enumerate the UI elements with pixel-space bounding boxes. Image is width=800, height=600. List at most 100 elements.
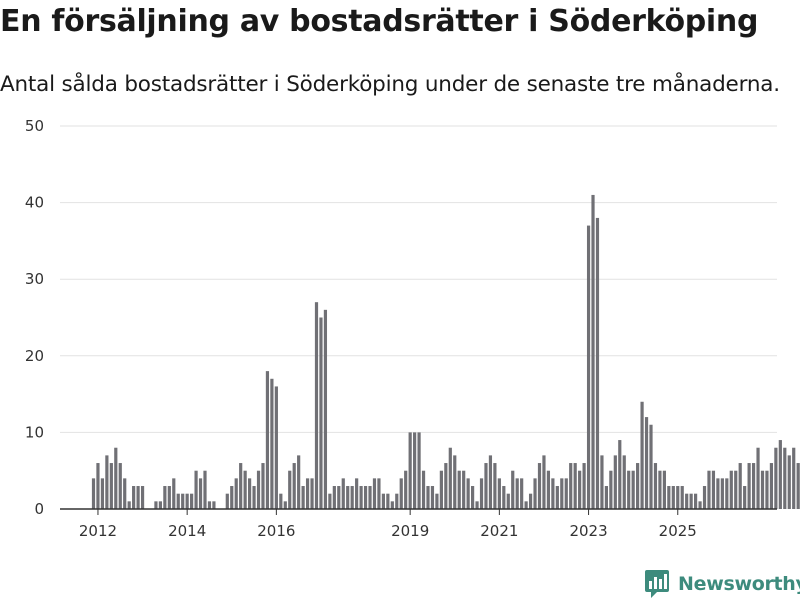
bar — [100, 478, 105, 509]
bar — [305, 478, 310, 509]
bar — [395, 493, 399, 509]
bar — [551, 478, 555, 509]
bar — [390, 501, 394, 509]
bar — [359, 486, 363, 509]
bar — [127, 501, 131, 509]
bar — [783, 447, 787, 509]
bar — [453, 455, 457, 509]
bar — [671, 486, 675, 509]
bar — [622, 455, 626, 509]
bar — [524, 501, 528, 509]
y-tick-label: 10 — [25, 423, 44, 441]
bar — [694, 493, 698, 509]
bar — [198, 478, 203, 509]
bar — [765, 470, 769, 509]
bar — [332, 486, 336, 509]
bar — [676, 486, 680, 509]
bar — [368, 486, 372, 509]
bar — [274, 386, 278, 509]
bar — [716, 478, 720, 509]
bar — [444, 463, 448, 509]
bar — [698, 501, 702, 509]
bar — [301, 486, 305, 509]
bar — [564, 478, 568, 509]
bar — [185, 493, 189, 509]
bar — [484, 463, 488, 509]
bar — [466, 478, 470, 509]
bar — [462, 470, 466, 509]
bar — [542, 455, 546, 509]
bar — [591, 194, 595, 509]
bar — [355, 478, 359, 509]
bar — [578, 470, 582, 509]
bar — [288, 470, 292, 509]
bar — [167, 486, 171, 509]
bar — [488, 455, 493, 509]
x-tick-label: 2019 — [391, 522, 429, 540]
y-tick-label: 30 — [25, 270, 44, 288]
bar — [506, 493, 510, 509]
bar — [778, 440, 782, 509]
bar — [163, 486, 167, 509]
bar — [796, 463, 800, 509]
chart-subtitle: Antal sålda bostadsrätter i Söderköping … — [0, 72, 780, 97]
bar — [644, 417, 649, 509]
bar — [194, 470, 198, 509]
bar — [118, 463, 122, 509]
bar — [243, 470, 247, 509]
bar — [297, 455, 301, 509]
bar — [627, 470, 631, 509]
bar — [658, 470, 662, 509]
bar — [346, 486, 350, 509]
bar — [435, 493, 439, 509]
bar — [421, 470, 426, 509]
x-tick-label: 2016 — [257, 522, 295, 540]
bar — [319, 317, 323, 509]
bar — [760, 470, 765, 509]
bar — [279, 493, 283, 509]
bar — [533, 478, 537, 509]
bar — [114, 447, 118, 509]
bar — [248, 478, 252, 509]
bar — [190, 493, 194, 509]
bar — [618, 440, 622, 509]
bar — [493, 463, 497, 509]
bar — [140, 486, 145, 509]
bar — [399, 478, 403, 509]
bar — [502, 486, 506, 509]
bar — [787, 455, 791, 509]
bar — [381, 493, 385, 509]
bar — [323, 309, 328, 509]
bar — [123, 478, 127, 509]
bar — [413, 432, 417, 509]
bar — [653, 463, 658, 509]
bar — [707, 470, 711, 509]
bar — [528, 493, 533, 509]
bar — [751, 463, 756, 509]
bar — [636, 463, 640, 509]
bar — [252, 486, 256, 509]
bar — [265, 371, 270, 509]
bar — [734, 470, 738, 509]
bar — [256, 470, 261, 509]
bar — [689, 493, 693, 509]
chart-title: En försäljning av bostadsrätter i Söderk… — [0, 4, 759, 39]
bar — [408, 432, 412, 509]
bar — [520, 478, 524, 509]
bar — [613, 455, 617, 509]
bar — [685, 493, 689, 509]
bar — [609, 470, 613, 509]
bar — [774, 447, 778, 509]
bar — [729, 470, 733, 509]
bar — [430, 486, 435, 509]
bar — [604, 486, 608, 509]
y-tick-label: 40 — [25, 194, 44, 212]
bar — [631, 470, 635, 509]
bar — [725, 478, 729, 509]
bar — [756, 447, 760, 509]
bar — [270, 378, 274, 509]
bar — [377, 478, 381, 509]
bar — [560, 478, 564, 509]
x-tick-label: 2021 — [480, 522, 518, 540]
